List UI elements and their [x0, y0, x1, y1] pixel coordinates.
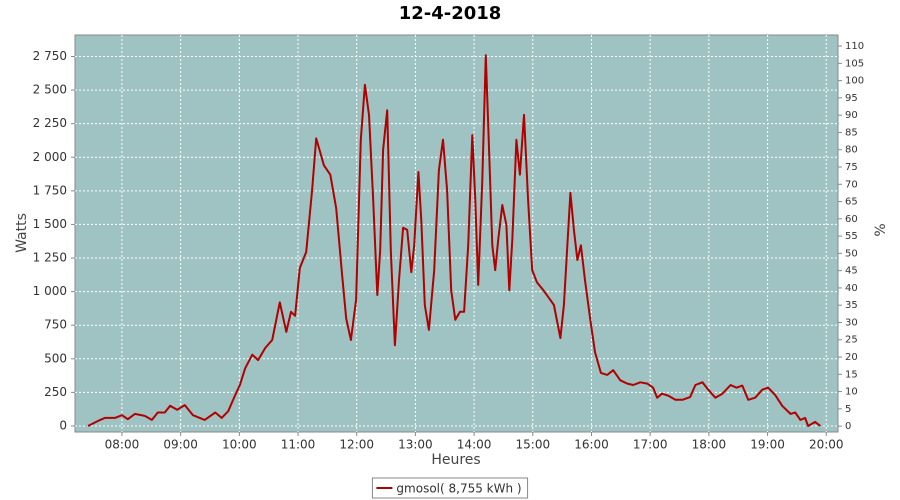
y-tick-label: 2 500: [33, 83, 67, 97]
y-tick-label: 1 000: [33, 284, 67, 298]
x-tick-label: 12:00: [339, 438, 374, 452]
y2-tick-label: 105: [845, 58, 864, 69]
y-tick-label: 750: [44, 318, 67, 332]
x-tick-label: 17:00: [633, 438, 668, 452]
x-tick-label: 16:00: [574, 438, 609, 452]
y2-tick-label: 100: [845, 76, 864, 87]
y2-tick-label: 10: [845, 387, 858, 398]
x-tick-label: 14:00: [457, 438, 492, 452]
y2-tick-label: 35: [845, 300, 858, 311]
y2-tick-label: 15: [845, 369, 858, 380]
x-axis-label: Heures: [431, 452, 480, 468]
y2-axis-label: %: [873, 223, 889, 236]
legend: gmosol( 8,755 kWh ): [371, 477, 529, 499]
y-axis-label: Watts: [14, 213, 30, 253]
y-tick-label: 2 000: [33, 150, 67, 164]
y2-tick-label: 65: [845, 197, 858, 208]
x-tick-label: 15:00: [516, 438, 551, 452]
y2-tick-label: 110: [845, 41, 864, 52]
y-tick-label: 0: [59, 418, 67, 432]
y-tick-label: 1 750: [33, 183, 67, 197]
y2-tick-label: 80: [845, 145, 858, 156]
x-tick-label: 10:00: [222, 438, 257, 452]
y2-tick-label: 30: [845, 317, 858, 328]
y2-tick-label: 60: [845, 214, 858, 225]
x-tick-label: 09:00: [163, 438, 198, 452]
y-tick-label: 1 500: [33, 217, 67, 231]
y2-tick-label: 75: [845, 162, 858, 173]
x-tick-label: 13:00: [398, 438, 433, 452]
y-tick-label: 250: [44, 385, 67, 399]
x-tick-label: 11:00: [281, 438, 316, 452]
y2-tick-label: 70: [845, 179, 858, 190]
y2-tick-label: 90: [845, 110, 858, 121]
y-tick-label: 2 250: [33, 116, 67, 130]
x-tick-label: 08:00: [105, 438, 140, 452]
y2-tick-label: 95: [845, 93, 858, 104]
plot-area: [74, 34, 839, 433]
legend-label: gmosol( 8,755 kWh ): [396, 482, 521, 496]
y2-tick-label: 45: [845, 266, 858, 277]
y2-tick-label: 0: [845, 421, 851, 432]
x-tick-label: 20:00: [809, 438, 844, 452]
y2-tick-label: 40: [845, 283, 858, 294]
chart-title: 12-4-2018: [399, 3, 502, 24]
y-tick-label: 2 750: [33, 49, 67, 63]
y2-tick-label: 25: [845, 335, 858, 346]
data-line: [87, 54, 822, 427]
y-tick-label: 1 250: [33, 251, 67, 265]
y2-tick-label: 85: [845, 127, 858, 138]
y-tick-label: 500: [44, 351, 67, 365]
y2-tick-label: 50: [845, 248, 858, 259]
x-tick-label: 18:00: [692, 438, 727, 452]
y2-tick-label: 5: [845, 404, 851, 415]
legend-box: [371, 477, 529, 499]
y2-tick-label: 55: [845, 231, 858, 242]
x-tick-label: 19:00: [750, 438, 785, 452]
y2-tick-label: 20: [845, 352, 858, 363]
